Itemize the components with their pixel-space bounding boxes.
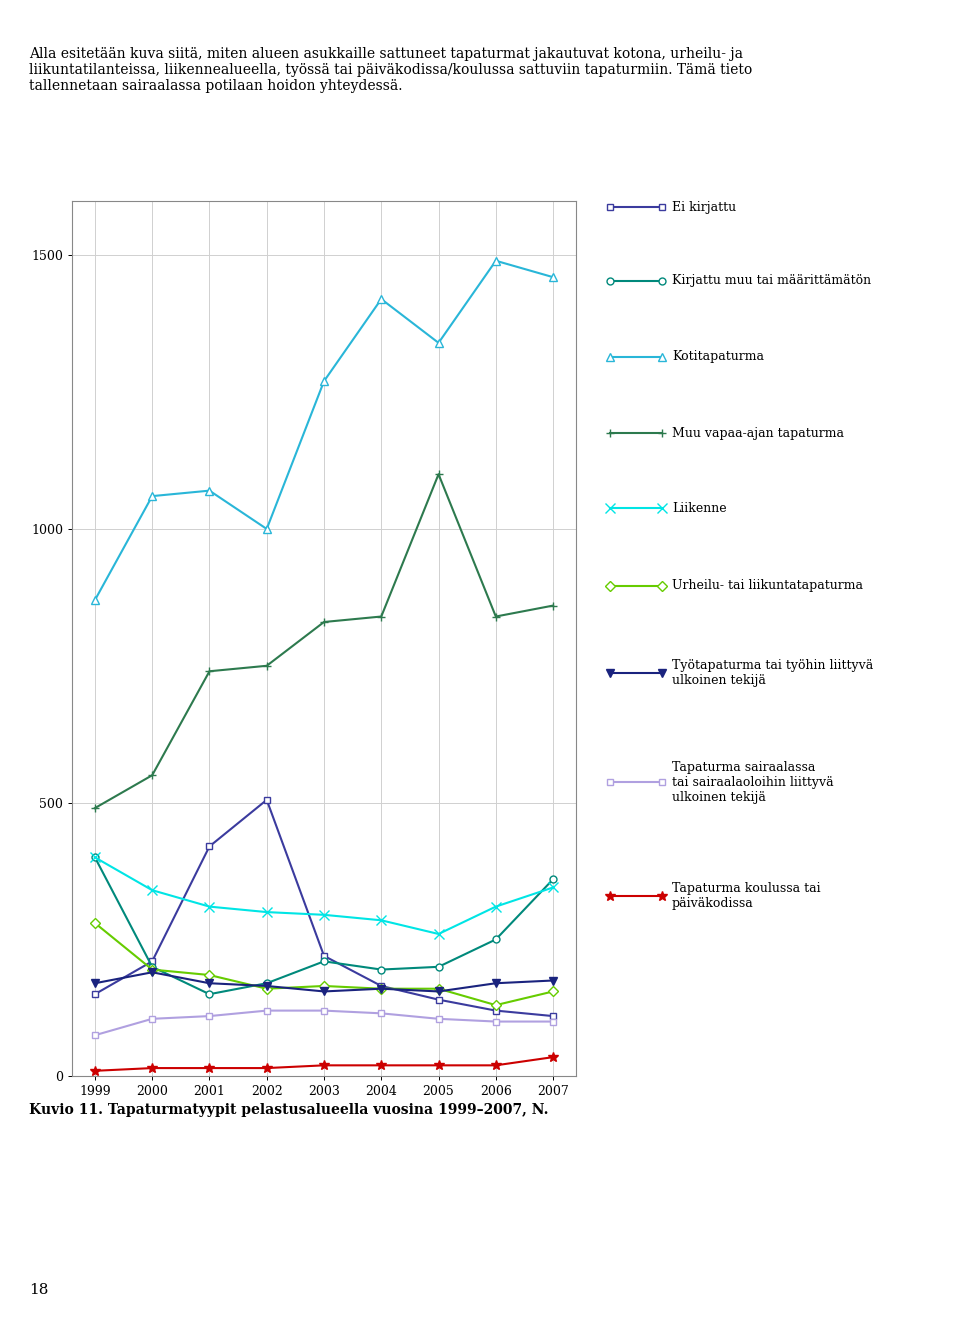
Text: Liikenne: Liikenne [672, 501, 727, 515]
Text: Tapaturma sairaalassa
tai sairaalaoloihin liittyvä
ulkoinen tekijä: Tapaturma sairaalassa tai sairaalaoloihi… [672, 761, 833, 804]
Text: Alla esitetään kuva siitä, miten alueen asukkaille sattuneet tapaturmat jakautuv: Alla esitetään kuva siitä, miten alueen … [29, 47, 752, 94]
Text: 18: 18 [29, 1284, 48, 1297]
Text: Kuvio 11. Tapaturmatyypit pelastusalueella vuosina 1999–2007, N.: Kuvio 11. Tapaturmatyypit pelastusalueel… [29, 1103, 548, 1116]
Text: Ei kirjattu: Ei kirjattu [672, 201, 736, 214]
Text: Tapaturma koulussa tai
päiväkodissa: Tapaturma koulussa tai päiväkodissa [672, 882, 821, 909]
Text: Kotitapaturma: Kotitapaturma [672, 350, 764, 364]
Text: Muu vapaa-ajan tapaturma: Muu vapaa-ajan tapaturma [672, 427, 844, 440]
Text: Urheilu- tai liikuntatapaturma: Urheilu- tai liikuntatapaturma [672, 579, 863, 592]
Text: Työtapaturma tai työhin liittyvä
ulkoinen tekijä: Työtapaturma tai työhin liittyvä ulkoine… [672, 659, 874, 686]
Text: Kirjattu muu tai määrittämätön: Kirjattu muu tai määrittämätön [672, 274, 871, 287]
